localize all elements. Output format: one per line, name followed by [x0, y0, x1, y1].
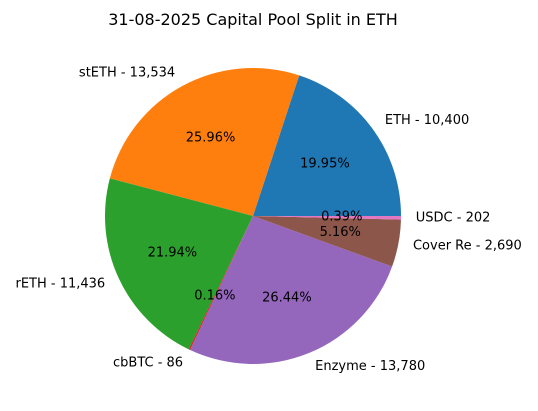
- slice-percent-cover-re: 5.16%: [320, 225, 361, 240]
- slice-percent-enzyme: 26.44%: [262, 291, 312, 306]
- slice-label-enzyme: Enzyme - 13,780: [315, 359, 425, 374]
- slice-label-cbbtc: cbBTC - 86: [113, 356, 183, 371]
- pie-slice-cover-re: [253, 216, 401, 267]
- pie-slice-usdc: [253, 216, 402, 220]
- slice-percent-labels: 19.95% 25.96% 21.94% 0.16% 26.44% 5.16%0.39%: [148, 131, 363, 306]
- slice-labels: ETH - 10,400 stETH - 13,534 rETH - 11,436 c…: [15, 66, 521, 374]
- slice-percent-cbbtc: 0.16%: [194, 289, 235, 304]
- pie-slice-eth: [253, 75, 401, 216]
- slice-label-reth: rETH - 11,436: [15, 277, 105, 292]
- pie-slices: [104, 68, 402, 364]
- pie-slice-steth: [109, 68, 300, 216]
- slice-percent-eth: 19.95%: [300, 156, 350, 171]
- slice-percent-steth: 25.96%: [186, 131, 236, 146]
- slice-label-eth: ETH - 10,400: [385, 113, 469, 128]
- chart-title: 31-08-2025 Capital Pool Split in ETH: [108, 10, 398, 29]
- slice-percent-usdc: 0.39%: [321, 210, 362, 225]
- pie-slice-reth: [104, 178, 253, 350]
- slice-label-cover-re: Cover Re - 2,690: [413, 239, 522, 254]
- slice-label-usdc: USDC - 202: [416, 210, 491, 225]
- slice-label-steth: stETH - 13,534: [79, 66, 175, 81]
- pie-slice-cbbtc: [188, 216, 253, 350]
- slice-percent-reth: 21.94%: [148, 246, 198, 261]
- pie-slice-enzyme: [190, 216, 393, 364]
